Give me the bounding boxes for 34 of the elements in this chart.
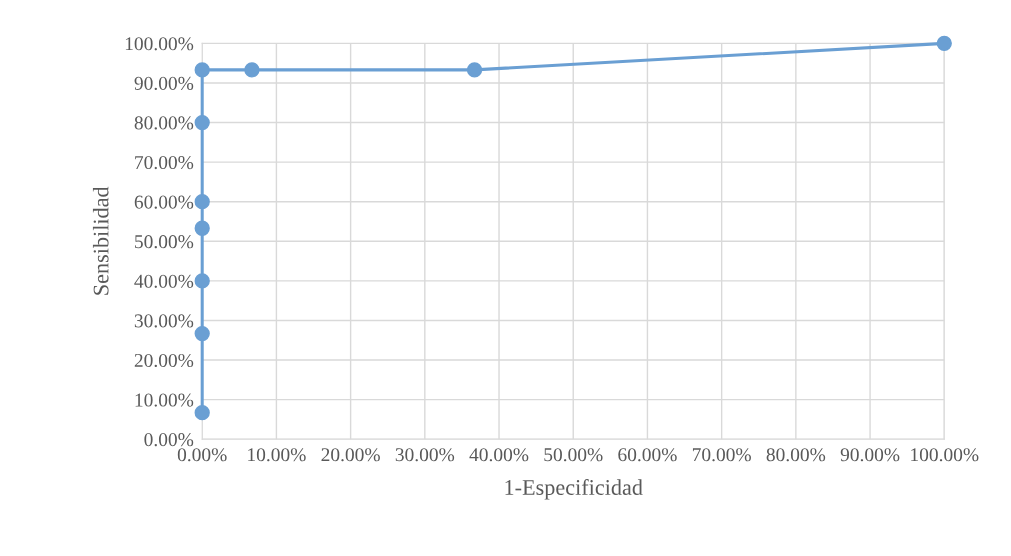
- y-tick-label: 40.00%: [134, 274, 194, 288]
- x-tick-label: 80.00%: [766, 448, 826, 462]
- x-tick-label: 100.00%: [911, 448, 979, 462]
- x-tick-label: 20.00%: [321, 448, 380, 462]
- point: [466, 62, 483, 78]
- y-tick-label: 30.00%: [134, 314, 194, 328]
- x-tick-label: 70.00%: [692, 448, 751, 462]
- point: [936, 35, 952, 52]
- y-tick-label: 60.00%: [134, 195, 194, 209]
- x-tick-label: 40.00%: [469, 448, 529, 462]
- x-axis-title: 1-Especificidad: [505, 479, 643, 500]
- x-tick-label: 10.00%: [248, 448, 306, 462]
- x-tick-label: 90.00%: [840, 448, 900, 462]
- y-tick-label: 0.00%: [144, 433, 194, 447]
- point: [194, 405, 210, 421]
- point: [194, 194, 210, 210]
- y-tick-label: 70.00%: [135, 155, 194, 170]
- y-tick-label: 80.00%: [134, 116, 194, 130]
- point: [194, 220, 210, 236]
- point: [194, 325, 210, 342]
- y-tick-label: 100.00%: [125, 37, 194, 51]
- x-tick-label: 60.00%: [618, 448, 677, 462]
- point: [194, 62, 210, 78]
- y-axis-title: Sensibilidad: [92, 186, 109, 295]
- x-tick-label: 50.00%: [544, 448, 603, 462]
- point: [194, 273, 210, 289]
- point: [194, 114, 210, 131]
- y-tick-label: 50.00%: [135, 235, 194, 249]
- x-tick-label: 30.00%: [395, 448, 455, 462]
- y-tick-label: 90.00%: [134, 76, 194, 90]
- point: [244, 62, 260, 78]
- x-tick-label: 0.00%: [177, 448, 227, 462]
- y-tick-label: 10.00%: [135, 393, 194, 407]
- y-tick-label: 20.00%: [134, 353, 194, 368]
